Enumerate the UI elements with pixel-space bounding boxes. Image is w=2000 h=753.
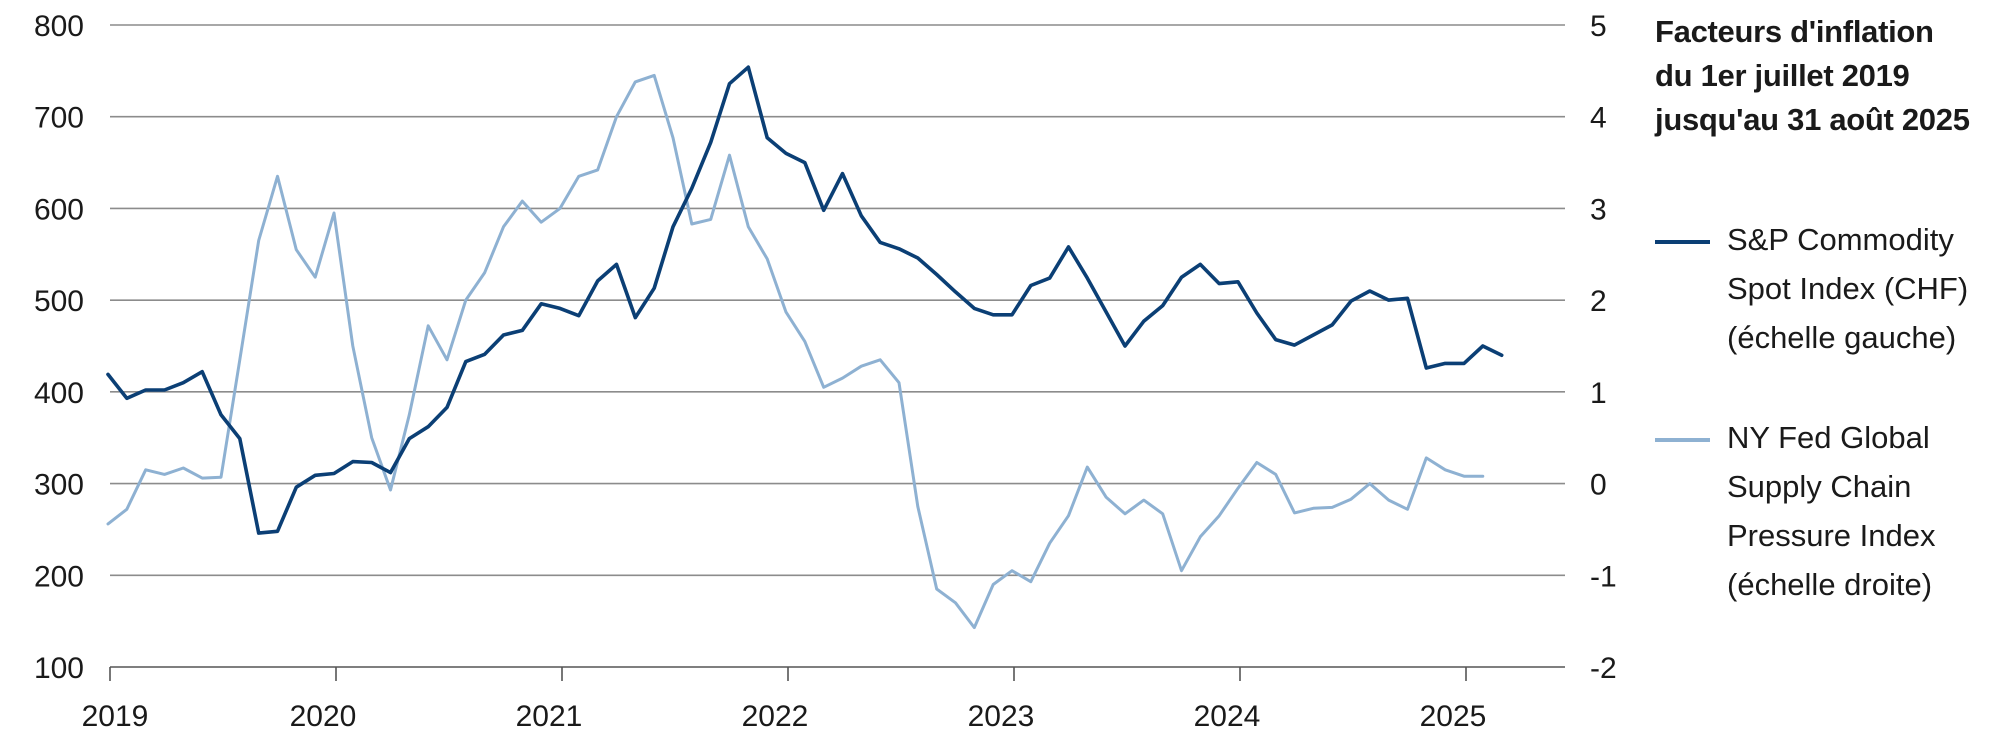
x-tick-label: 2020 <box>290 700 357 733</box>
legend-swatch-ny <box>1655 438 1710 442</box>
right-tick-label: 3 <box>1590 193 1607 226</box>
legend-label-ny: NY Fed Global Supply Chain Pressure Inde… <box>1727 413 1936 609</box>
x-tick-label: 2024 <box>1194 700 1261 733</box>
series-sp-commodity-line <box>106 65 1504 535</box>
left-tick-label: 700 <box>34 102 84 135</box>
x-axis: 2019 2020 2021 2022 2023 2024 2025 <box>82 666 1565 733</box>
series-lines <box>106 65 1504 630</box>
legend-label-sp: S&P Commodity Spot Index (CHF) (échelle … <box>1727 215 1968 362</box>
left-tick-label: 600 <box>34 193 84 226</box>
title-line: jusqu'au 31 août 2025 <box>1655 102 1970 137</box>
legend-line: S&P Commodity <box>1727 222 1954 257</box>
right-tick-label: -2 <box>1590 652 1617 685</box>
right-tick-label: 5 <box>1590 10 1607 43</box>
legend-line: Pressure Index <box>1727 518 1936 553</box>
right-axis: -2 -1 0 1 2 3 4 5 <box>1590 10 1617 685</box>
legend-line: NY Fed Global <box>1727 420 1930 455</box>
left-tick-label: 100 <box>34 652 84 685</box>
right-tick-label: 2 <box>1590 285 1607 318</box>
chart: 2019 2020 2021 2022 2023 2024 2025 10020030040… <box>34 10 1617 733</box>
title-line: du 1er juillet 2019 <box>1655 58 1910 93</box>
x-tick-label: 2025 <box>1420 700 1487 733</box>
left-tick-label: 200 <box>34 560 84 593</box>
series-ny-fed-line <box>106 73 1485 630</box>
right-tick-label: -1 <box>1590 560 1617 593</box>
legend-swatch-sp <box>1655 240 1710 244</box>
legend-line: (échelle gauche) <box>1727 320 1957 355</box>
legend-line: (échelle droite) <box>1727 567 1933 602</box>
right-tick-label: 4 <box>1590 102 1607 135</box>
chart-title: Facteurs d'inflation du 1er juillet 2019… <box>1655 10 1970 142</box>
right-tick-label: 0 <box>1590 469 1607 502</box>
x-tick-label: 2021 <box>516 700 583 733</box>
legend-line: Spot Index (CHF) <box>1727 271 1969 306</box>
x-tick-label: 2019 <box>82 700 149 733</box>
legend-line: Supply Chain <box>1727 469 1912 504</box>
right-tick-label: 1 <box>1590 377 1607 410</box>
left-axis: 100 200 300 400 500 600 700 800 <box>34 10 84 685</box>
left-tick-label: 400 <box>34 377 84 410</box>
left-tick-label: 800 <box>34 10 84 43</box>
left-tick-label: 500 <box>34 285 84 318</box>
gridlines <box>110 24 1565 577</box>
x-tick-label: 2023 <box>968 700 1035 733</box>
x-tick-label: 2022 <box>742 700 809 733</box>
left-tick-label: 300 <box>34 469 84 502</box>
title-line: Facteurs d'inflation <box>1655 14 1934 49</box>
